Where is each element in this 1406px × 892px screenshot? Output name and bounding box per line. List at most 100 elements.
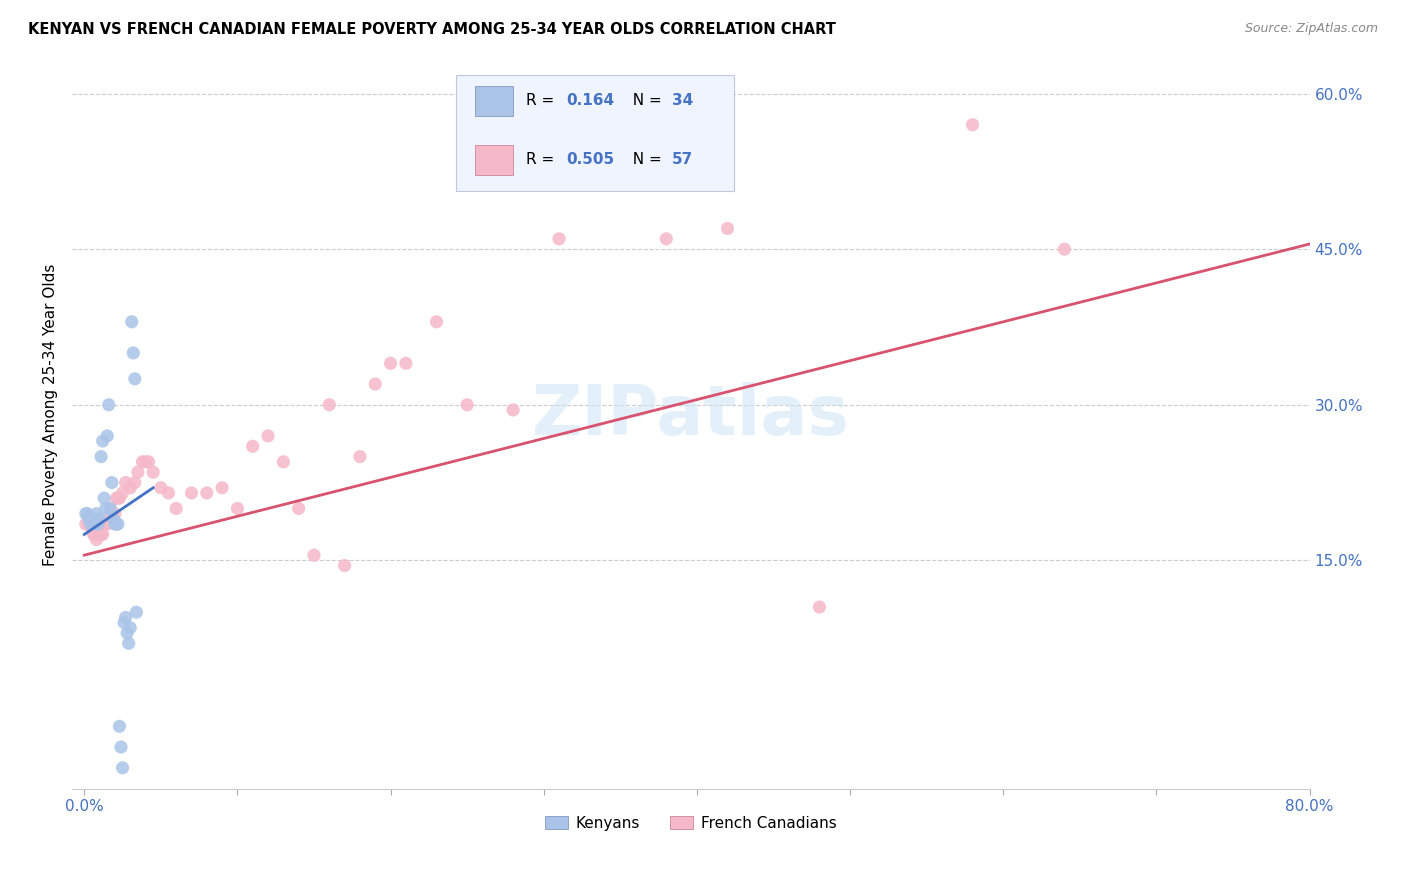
Point xyxy=(226,501,249,516)
Point xyxy=(104,507,127,521)
Point xyxy=(125,605,148,619)
Point xyxy=(380,356,402,370)
Point xyxy=(157,486,180,500)
Text: N =: N = xyxy=(623,153,666,167)
Point xyxy=(87,516,110,531)
Point xyxy=(77,516,100,531)
Point xyxy=(456,398,478,412)
Point xyxy=(91,434,114,448)
Text: ZIPatlas: ZIPatlas xyxy=(531,382,849,449)
Point xyxy=(287,501,309,516)
Point xyxy=(98,501,121,516)
Point xyxy=(273,455,295,469)
Point xyxy=(98,501,121,516)
Text: R =: R = xyxy=(526,94,560,108)
Point xyxy=(101,475,124,490)
Point xyxy=(318,398,340,412)
Point xyxy=(120,621,142,635)
Point xyxy=(111,761,134,775)
Point xyxy=(115,626,138,640)
Point xyxy=(76,507,98,521)
Point xyxy=(257,429,280,443)
Point xyxy=(84,516,107,531)
Point xyxy=(84,527,107,541)
Point xyxy=(808,600,831,615)
Point xyxy=(108,491,131,505)
Point xyxy=(108,719,131,733)
Point xyxy=(114,475,136,490)
Point xyxy=(121,315,143,329)
Point xyxy=(97,398,120,412)
Point xyxy=(86,507,108,521)
FancyBboxPatch shape xyxy=(456,75,734,191)
Point xyxy=(548,232,571,246)
Point xyxy=(75,516,97,531)
Point xyxy=(211,481,233,495)
Point xyxy=(502,403,524,417)
Point xyxy=(242,439,264,453)
Point xyxy=(93,491,115,505)
Text: 34: 34 xyxy=(672,94,693,108)
Point xyxy=(425,315,447,329)
Point xyxy=(131,455,153,469)
Point xyxy=(105,516,128,531)
Point xyxy=(94,501,117,516)
Point xyxy=(86,533,108,547)
Point xyxy=(97,512,120,526)
Point xyxy=(91,527,114,541)
Point xyxy=(165,501,187,516)
Point xyxy=(655,232,678,246)
Point xyxy=(120,481,142,495)
Text: N =: N = xyxy=(623,94,666,108)
Point xyxy=(82,512,104,526)
Point xyxy=(80,512,103,526)
Point xyxy=(302,548,325,562)
Point xyxy=(112,615,135,630)
Point xyxy=(105,491,128,505)
Legend: Kenyans, French Canadians: Kenyans, French Canadians xyxy=(538,810,842,837)
Text: R =: R = xyxy=(526,153,560,167)
Point xyxy=(135,455,157,469)
Point xyxy=(149,481,172,495)
Point xyxy=(395,356,418,370)
Point xyxy=(962,118,984,132)
Text: KENYAN VS FRENCH CANADIAN FEMALE POVERTY AMONG 25-34 YEAR OLDS CORRELATION CHART: KENYAN VS FRENCH CANADIAN FEMALE POVERTY… xyxy=(28,22,837,37)
Point xyxy=(1053,242,1076,256)
Point xyxy=(104,516,127,531)
Point xyxy=(101,507,124,521)
Point xyxy=(124,372,146,386)
Point xyxy=(103,512,125,526)
Point xyxy=(111,486,134,500)
Text: Source: ZipAtlas.com: Source: ZipAtlas.com xyxy=(1244,22,1378,36)
Y-axis label: Female Poverty Among 25-34 Year Olds: Female Poverty Among 25-34 Year Olds xyxy=(44,264,58,566)
Point xyxy=(89,527,111,541)
Point xyxy=(180,486,202,500)
Point xyxy=(364,377,387,392)
FancyBboxPatch shape xyxy=(475,86,513,116)
Point xyxy=(90,527,112,541)
Point xyxy=(96,429,118,443)
FancyBboxPatch shape xyxy=(475,145,513,175)
Point xyxy=(107,491,129,505)
Point xyxy=(118,636,141,650)
Point xyxy=(124,475,146,490)
Point xyxy=(349,450,371,464)
Point xyxy=(195,486,218,500)
Point xyxy=(122,346,145,360)
Point xyxy=(103,512,125,526)
Text: 0.505: 0.505 xyxy=(565,153,614,167)
Point xyxy=(82,527,104,541)
Point xyxy=(93,516,115,531)
Point xyxy=(94,516,117,531)
Point xyxy=(89,512,111,526)
Point xyxy=(79,516,101,531)
Point xyxy=(87,527,110,541)
Point xyxy=(75,507,97,521)
Point xyxy=(107,516,129,531)
Point xyxy=(90,450,112,464)
Point xyxy=(142,465,165,479)
Point xyxy=(716,221,738,235)
Point xyxy=(333,558,356,573)
Point xyxy=(127,465,149,479)
Point xyxy=(138,455,160,469)
